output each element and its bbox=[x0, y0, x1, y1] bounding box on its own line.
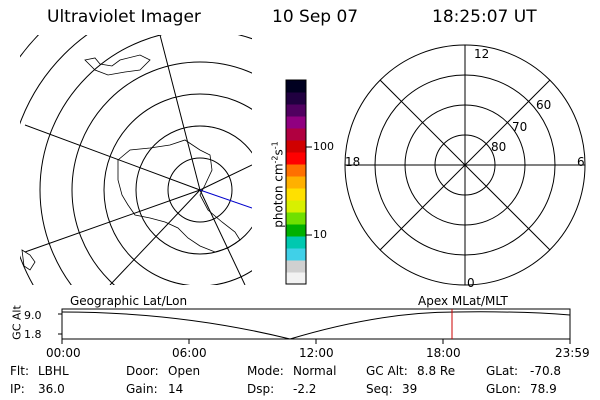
mode-value: Normal bbox=[293, 364, 337, 378]
colorbar-band bbox=[286, 248, 306, 261]
gcalt-label: GC Alt: bbox=[366, 364, 408, 378]
lat-70-label: 70 bbox=[512, 120, 528, 134]
gain-label: Gain: bbox=[126, 382, 158, 396]
apex-title: Apex MLat/MLT bbox=[418, 294, 508, 308]
mode-label: Mode: bbox=[247, 364, 284, 378]
ip-value: 36.0 bbox=[38, 382, 65, 396]
gain-value: 14 bbox=[168, 382, 184, 396]
flt-label: Flt: bbox=[10, 364, 29, 378]
dsp-label: Dsp: bbox=[247, 382, 275, 396]
xtick-1200: 12:00 bbox=[299, 346, 334, 360]
geographic-polar-plot bbox=[20, 35, 252, 285]
flt-value: LBHL bbox=[38, 364, 69, 378]
instrument-title: Ultraviolet Imager bbox=[47, 7, 201, 27]
colorbar-band bbox=[286, 200, 306, 213]
xtick-0600: 06:00 bbox=[172, 346, 207, 360]
xtick-2359: 23:59 bbox=[555, 346, 590, 360]
glat-label: GLat: bbox=[486, 364, 519, 378]
time-label: 18:25:07 UT bbox=[432, 7, 537, 27]
colorbar-band bbox=[286, 152, 306, 165]
colorbar-band bbox=[286, 164, 306, 177]
colorbar-band bbox=[286, 104, 306, 117]
door-value: Open bbox=[168, 364, 201, 378]
ytick-bottom: 1.8 bbox=[24, 328, 42, 341]
door-label: Door: bbox=[126, 364, 159, 378]
gcalt-value: 8.8 Re bbox=[417, 364, 456, 378]
colorbar-band bbox=[286, 140, 306, 153]
mlt-18-label: 18 bbox=[345, 155, 361, 169]
colorbar-band bbox=[286, 224, 306, 237]
seq-value: 39 bbox=[402, 382, 418, 396]
mlt-12-label: 12 bbox=[474, 47, 490, 61]
colorbar-band bbox=[286, 212, 306, 225]
colorbar-band bbox=[286, 176, 306, 189]
colorbar-band bbox=[286, 188, 306, 201]
altitude-plot bbox=[58, 308, 571, 344]
colorbar-band bbox=[286, 272, 306, 285]
colorbar-frame bbox=[285, 79, 307, 285]
date-label: 10 Sep 07 bbox=[272, 7, 359, 27]
seq-label: Seq: bbox=[366, 382, 393, 396]
colorbar-band bbox=[286, 92, 306, 105]
colorbar-band bbox=[286, 128, 306, 141]
colorbar-band bbox=[286, 116, 306, 129]
xtick-1800: 18:00 bbox=[426, 346, 461, 360]
colorbar-band bbox=[286, 260, 306, 273]
lat-80-label: 80 bbox=[491, 140, 507, 154]
geographic-title: Geographic Lat/Lon bbox=[70, 294, 188, 308]
mlt-0-label: 0 bbox=[467, 276, 475, 290]
colorbar-ticks bbox=[306, 146, 312, 236]
colorbar-band bbox=[286, 236, 306, 249]
glat-value: -70.8 bbox=[530, 364, 562, 378]
colorbar-tick-100: 100 bbox=[313, 140, 334, 153]
lat-60-label: 60 bbox=[536, 98, 552, 112]
ip-label: IP: bbox=[10, 382, 25, 396]
yaxis-label: GC Alt bbox=[10, 305, 24, 340]
glon-label: GLon: bbox=[486, 382, 521, 396]
colorbar bbox=[286, 80, 306, 285]
colorbar-band bbox=[286, 80, 306, 93]
colorbar-tick-10: 10 bbox=[313, 228, 327, 241]
xtick-0000: 00:00 bbox=[46, 346, 81, 360]
mlt-6-label: 6 bbox=[577, 155, 585, 169]
glon-value: 78.9 bbox=[530, 382, 557, 396]
magnetic-polar-plot bbox=[344, 44, 586, 286]
ytick-top: 9.0 bbox=[24, 309, 42, 322]
colorbar-unit-label: photon cm-2s-1 bbox=[270, 141, 286, 228]
dsp-value: -2.2 bbox=[293, 382, 317, 396]
